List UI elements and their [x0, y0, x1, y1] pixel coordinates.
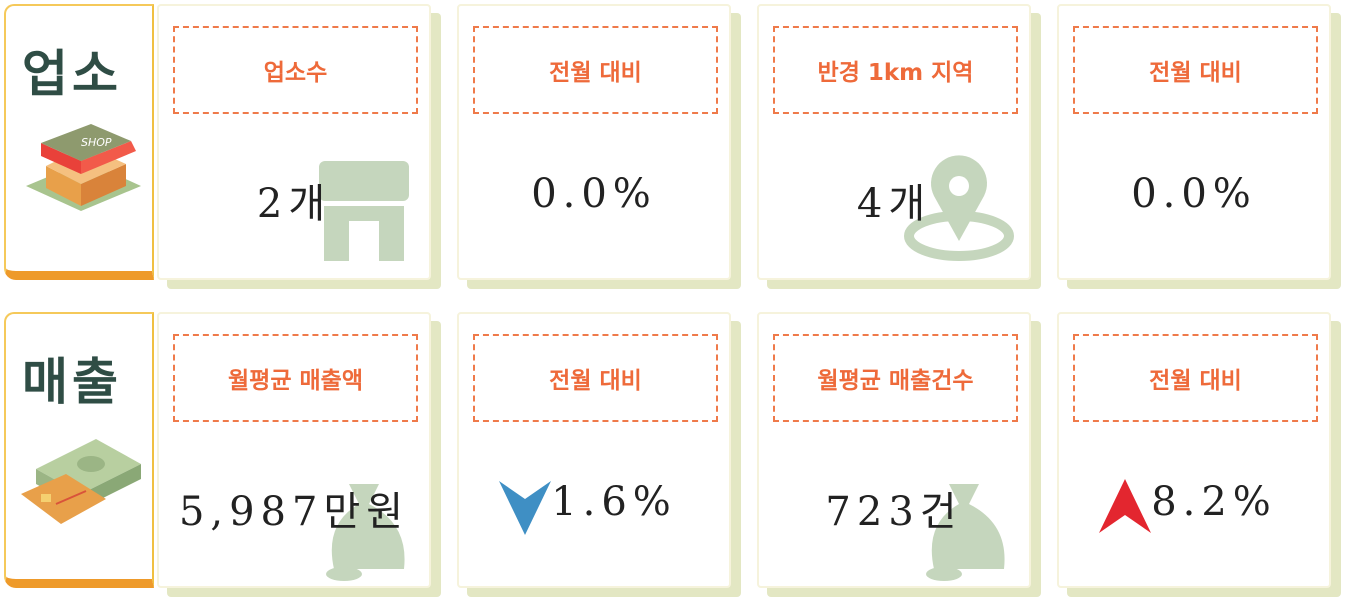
card-value: 0.0% [459, 171, 729, 217]
stat-card: 반경 1km 지역 4개 [757, 4, 1031, 280]
card-value: 5,987만원 [159, 479, 429, 537]
card-title: 반경 1km 지역 [773, 26, 1018, 114]
stat-card: 월평균 매출액 5,987만원 [157, 312, 431, 588]
card-title: 전월 대비 [1073, 26, 1318, 114]
stat-card: 업소수 2개 [157, 4, 431, 280]
stat-card: 전월 대비 8.2% [1057, 312, 1331, 588]
shop-illustration: SHOP [16, 116, 146, 216]
stat-card: 월평균 매출건수 723건 [757, 312, 1031, 588]
card-value: 0.0% [1059, 171, 1329, 217]
stat-card: 전월 대비 0.0% [1057, 4, 1331, 280]
card-title: 월평균 매출건수 [773, 334, 1018, 422]
card-value: 4개 [759, 171, 1029, 229]
card-value: 723건 [759, 479, 1029, 537]
card-value: 8.2% [1059, 479, 1329, 525]
card-title: 월평균 매출액 [173, 334, 418, 422]
card-title: 전월 대비 [473, 26, 718, 114]
card-value: 1.6% [459, 479, 729, 525]
section-label-card: 업소 SHOP [4, 4, 154, 280]
svg-text:SHOP: SHOP [81, 136, 112, 149]
section-label: 업소 [22, 34, 122, 106]
card-value: 2개 [159, 171, 429, 229]
money-illustration [16, 429, 146, 539]
card-title: 전월 대비 [1073, 334, 1318, 422]
section-label: 매출 [22, 342, 122, 414]
card-title: 전월 대비 [473, 334, 718, 422]
dashboard: 업소 SHOP 매출 업소수 2개 전월 대비 0.0% 반경 1km 지역 4… [0, 0, 1349, 599]
section-label-card: 매출 [4, 312, 154, 588]
stat-card: 전월 대비 1.6% [457, 312, 731, 588]
card-title: 업소수 [173, 26, 418, 114]
stat-card: 전월 대비 0.0% [457, 4, 731, 280]
